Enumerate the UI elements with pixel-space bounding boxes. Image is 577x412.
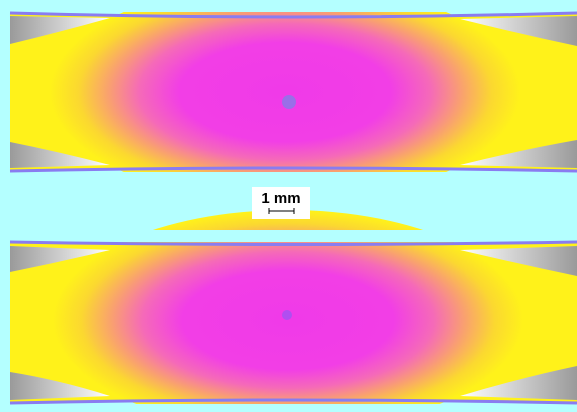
scale-bar: 1 mm (252, 187, 310, 219)
false-color-image: 1 mm (0, 0, 577, 412)
bottom-strip (0, 210, 577, 412)
scale-bar-label: 1 mm (261, 190, 300, 207)
